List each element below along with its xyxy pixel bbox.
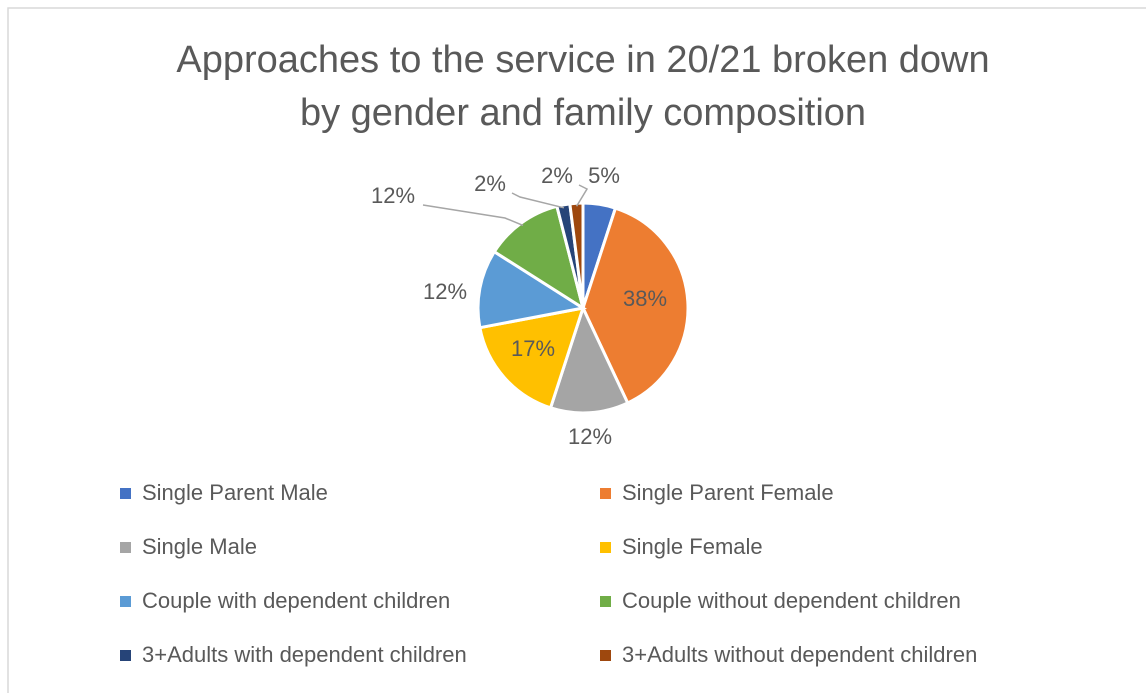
data-label: 5%: [588, 163, 620, 188]
data-label: 2%: [474, 171, 506, 196]
legend-label: Single Parent Male: [142, 480, 328, 505]
data-label: 12%: [423, 279, 467, 304]
leader-line: [575, 184, 589, 207]
pie-slice: [476, 249, 588, 330]
legend-label: 3+Adults without dependent children: [622, 642, 977, 667]
data-label: 17%: [511, 336, 555, 361]
data-label: 12%: [568, 424, 612, 449]
legend-label: Single Male: [142, 534, 257, 559]
pie-slice: [568, 201, 585, 309]
legend-swatch: [120, 542, 131, 553]
legend-swatch: [600, 596, 611, 607]
legend-swatch: [120, 488, 131, 499]
legend-swatch: [600, 650, 611, 661]
pie-slice: [548, 303, 630, 415]
pie-slice: [581, 206, 690, 406]
legend-swatch: [120, 596, 131, 607]
legend-label: Couple with dependent children: [142, 588, 450, 613]
legend-label: 3+Adults with dependent children: [142, 642, 467, 667]
legend-label: Couple without dependent children: [622, 588, 961, 613]
pie-slice: [478, 306, 586, 410]
data-label: 38%: [623, 286, 667, 311]
data-label: 12%: [371, 183, 415, 208]
legend-label: Single Female: [622, 534, 763, 559]
leader-line: [422, 204, 524, 227]
leader-line: [511, 192, 565, 209]
legend-swatch: [120, 650, 131, 661]
legend-swatch: [600, 542, 611, 553]
legend-label: Single Parent Female: [622, 480, 834, 505]
data-label: 2%: [541, 163, 573, 188]
legend-swatch: [600, 488, 611, 499]
pie-slice: [492, 204, 586, 312]
chart-title: Approaches to the service in 20/21 broke…: [176, 39, 989, 134]
